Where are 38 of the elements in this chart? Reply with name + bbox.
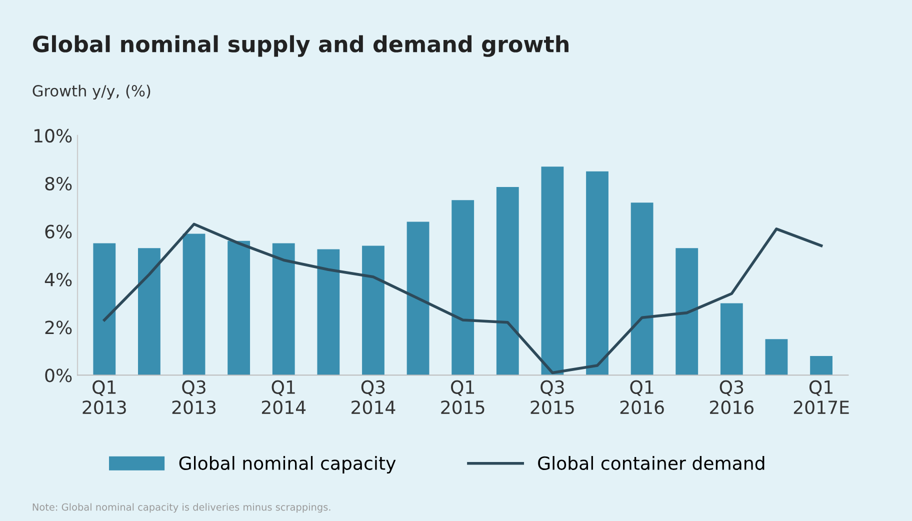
- bar: [586, 171, 608, 376]
- y-tick-label: 2%: [45, 320, 72, 334]
- legend-label: Global container demand: [538, 456, 764, 470]
- bar: [810, 356, 832, 376]
- y-tick-label: 8%: [45, 176, 72, 191]
- line-series: [103, 222, 823, 374]
- bar: [93, 243, 116, 376]
- bar: [676, 248, 698, 376]
- bar: [765, 339, 788, 376]
- chart-title: Global nominal supply and demand growth: [33, 35, 568, 57]
- bar: [452, 200, 474, 376]
- bar: [228, 240, 250, 376]
- x-tick-label: Q3 2015: [530, 380, 574, 414]
- x-tick-label: Q3 2016: [710, 380, 754, 414]
- x-tick-label: Q1 2014: [262, 380, 306, 414]
- bar: [317, 249, 340, 376]
- bar: [406, 222, 430, 376]
- x-tick-label: Q1 2016: [620, 380, 664, 414]
- bar: [541, 166, 564, 376]
- y-tick-label: 10%: [34, 128, 72, 143]
- bar: [630, 202, 654, 376]
- bar: [496, 186, 519, 376]
- bar: [138, 248, 160, 376]
- y-axis-title: Growth y/y, (%): [32, 84, 150, 100]
- x-tick-label: Q1 2017E: [794, 380, 849, 414]
- x-tick-label: Q3 2014: [352, 380, 396, 414]
- legend-label: Global nominal capacity: [179, 456, 396, 474]
- y-tick-label: 0%: [45, 368, 72, 382]
- text: Note: Global nominal capacity is deliveries minus scrappings.: [32, 503, 330, 513]
- bar: [362, 246, 384, 376]
- x-tick-label: Q3 2013: [172, 380, 216, 414]
- y-tick-label: 4%: [44, 272, 72, 286]
- bar: [182, 234, 206, 376]
- x-tick-label: Q1 2015: [441, 380, 484, 414]
- x-tick-label: Q1 2013: [82, 380, 126, 414]
- y-tick-label: 6%: [45, 224, 72, 238]
- bar: [720, 303, 743, 376]
- bar: [272, 243, 295, 376]
